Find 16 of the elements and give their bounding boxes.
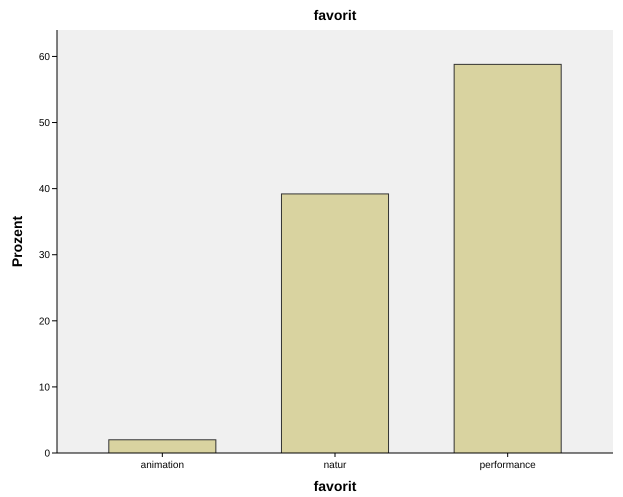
- y-tick-label: 40: [38, 184, 50, 196]
- bar: [280, 193, 390, 454]
- y-tick-label: 20: [38, 316, 50, 328]
- x-tick-label: performance: [480, 460, 536, 471]
- y-tick-label: 50: [38, 118, 50, 130]
- y-tick-label: 60: [38, 52, 50, 63]
- y-axis-title: Prozent: [9, 215, 25, 268]
- x-tick-label: natur: [324, 460, 348, 471]
- y-tick-label: 10: [38, 382, 50, 394]
- x-axis-title: favorit: [314, 478, 357, 494]
- bar: [108, 439, 216, 454]
- y-tick-label: 0: [44, 448, 50, 460]
- y-tick-label: 30: [38, 250, 50, 262]
- bar: [454, 64, 562, 454]
- chart-title: favorit: [314, 7, 357, 23]
- x-tick-label: animation: [140, 460, 184, 471]
